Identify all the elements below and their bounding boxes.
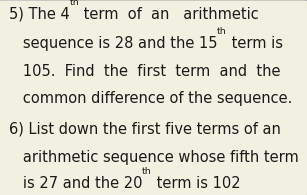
Text: sequence is 28 and the 15: sequence is 28 and the 15	[9, 36, 217, 51]
Text: th: th	[142, 167, 152, 176]
Text: arithmetic sequence whose fifth term: arithmetic sequence whose fifth term	[9, 150, 298, 165]
Text: term  of  an   arithmetic: term of an arithmetic	[79, 6, 259, 21]
Text: term is: term is	[227, 36, 283, 51]
Text: is 27 and the 20: is 27 and the 20	[9, 176, 142, 191]
Text: term is 102: term is 102	[152, 176, 240, 191]
Text: th: th	[69, 0, 79, 7]
Text: 105.  Find  the  first  term  and  the: 105. Find the first term and the	[9, 64, 280, 79]
Text: 5) The 4: 5) The 4	[9, 6, 69, 21]
Text: th: th	[217, 27, 227, 36]
Text: 6) List down the first five terms of an: 6) List down the first five terms of an	[9, 121, 281, 136]
Text: common difference of the sequence.: common difference of the sequence.	[9, 91, 292, 106]
